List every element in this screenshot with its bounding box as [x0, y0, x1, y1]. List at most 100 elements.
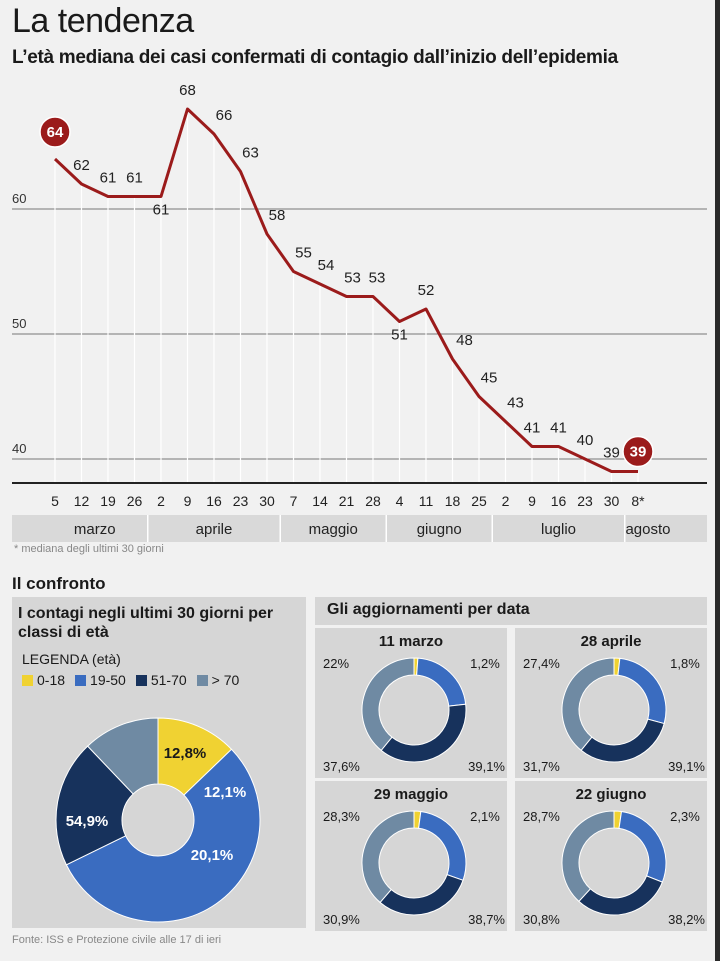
x-tick-label: 21: [339, 493, 355, 509]
legend-swatch: [75, 674, 87, 686]
x-tick-label: 26: [127, 493, 143, 509]
y-tick-label: 40: [12, 441, 26, 456]
x-tick-label: 30: [604, 493, 620, 509]
data-label: 53: [369, 270, 386, 287]
data-label: 41: [550, 420, 567, 437]
donut-slice: [361, 810, 415, 904]
donut-slice: [416, 657, 467, 707]
donut-slice: [580, 718, 665, 763]
legend-label: 51-70: [150, 672, 187, 688]
legend-item: 19-50: [75, 672, 126, 688]
data-label: 54: [318, 257, 335, 274]
donut-value-label: 37,6%: [323, 759, 360, 774]
data-label: 62: [73, 157, 90, 174]
donut-value-label: 39,1%: [468, 759, 505, 774]
donut-value-label: 39,1%: [668, 759, 705, 774]
donut-slice: [561, 657, 615, 751]
updates-heading: Gli aggiornamenti per data: [327, 601, 530, 618]
updates-heading-bar: Gli aggiornamenti per data: [315, 597, 707, 625]
donut-value-label: 30,8%: [523, 912, 560, 927]
source-note: Fonte: ISS e Protezione civile alle 17 d…: [12, 934, 222, 946]
donut-slice: [578, 875, 663, 916]
donut-slice: [618, 810, 667, 883]
donut-title: 29 maggio: [374, 786, 448, 803]
footnote: * mediana degli ultimi 30 giorni: [14, 543, 164, 555]
pie-value-label: 12,8%: [164, 745, 207, 762]
x-tick-label: 4: [396, 493, 404, 509]
x-tick-label: 9: [184, 493, 192, 509]
data-label: 61: [153, 202, 170, 219]
legend-item: 0-18: [22, 672, 65, 688]
donut-value-label: 2,1%: [470, 809, 500, 824]
month-band: [12, 515, 707, 542]
donut-value-label: 28,3%: [323, 809, 360, 824]
month-label: aprile: [196, 521, 233, 538]
age-distribution-heading: I contagi negli ultimi 30 giorni per cla…: [18, 605, 274, 641]
donut-value-label: 2,3%: [670, 809, 700, 824]
donut-value-label: 28,7%: [523, 809, 560, 824]
donut-value-label: 38,7%: [468, 912, 505, 927]
donut-value-label: 22%: [323, 656, 349, 671]
x-tick-label: 30: [259, 493, 275, 509]
donut-value-label: 38,2%: [668, 912, 705, 927]
data-label: 39: [603, 445, 620, 462]
x-tick-label: 2: [502, 493, 510, 509]
legend-item: 51-70: [135, 672, 187, 688]
month-label: giugno: [417, 521, 462, 538]
y-tick-label: 50: [12, 316, 26, 331]
x-tick-label: 19: [100, 493, 116, 509]
highlight-marker: [622, 435, 654, 468]
x-tick-label: 16: [551, 493, 567, 509]
donut-value-label: 30,9%: [323, 912, 360, 927]
x-tick-label: 2: [157, 493, 165, 509]
section-title: Il confronto: [12, 574, 106, 593]
x-tick-label: 28: [365, 493, 381, 509]
x-tick-label: 23: [577, 493, 593, 509]
data-label: 45: [481, 370, 498, 387]
data-label: 66: [216, 107, 233, 124]
page-title: La tendenza: [12, 2, 194, 40]
data-label: 68: [179, 82, 196, 99]
legend-label: 19-50: [90, 672, 126, 688]
donut-slice: [380, 703, 467, 763]
big-pie-slice: [65, 748, 261, 923]
x-tick-label: 9: [528, 493, 536, 509]
donut-slice: [617, 657, 667, 725]
data-label: 55: [295, 245, 312, 262]
data-label: 43: [507, 395, 524, 412]
legend-title: LEGENDA (età): [22, 651, 121, 667]
donut-value-label: 1,8%: [670, 656, 700, 671]
donut-title: 28 aprile: [581, 633, 642, 650]
month-label: maggio: [309, 521, 358, 538]
legend-item: > 70: [196, 672, 240, 688]
data-label: 51: [391, 327, 408, 344]
data-label: 41: [524, 420, 541, 437]
data-label: 61: [126, 170, 143, 187]
x-tick-label: 25: [471, 493, 487, 509]
x-tick-label: 8*: [631, 493, 645, 509]
page-subtitle: L’età mediana dei casi confermati di con…: [12, 47, 618, 68]
donut-title: 11 marzo: [379, 633, 443, 650]
y-tick-label: 60: [12, 191, 26, 206]
x-tick-label: 18: [445, 493, 461, 509]
donut-slice: [361, 657, 415, 752]
x-tick-label: 11: [419, 493, 434, 509]
pie-value-label: 54,9%: [66, 813, 109, 830]
series-line: [53, 107, 638, 473]
legend: 0-18 19-50 51-70 > 70: [22, 672, 239, 688]
pie-value-label: 20,1%: [191, 847, 234, 864]
donut-title: 22 giugno: [576, 786, 647, 803]
donut-slice: [561, 810, 615, 903]
pie-value-label: 12,1%: [204, 784, 247, 801]
x-tick-label: 5: [51, 493, 59, 509]
big-pie-slice: [55, 745, 134, 866]
x-tick-label: 7: [290, 493, 298, 509]
data-label: 63: [242, 145, 259, 162]
month-label: agosto: [625, 521, 670, 538]
legend-swatch: [196, 674, 208, 686]
x-tick-label: 14: [312, 493, 328, 509]
legend-label: > 70: [211, 672, 240, 688]
data-label: 58: [269, 207, 286, 224]
